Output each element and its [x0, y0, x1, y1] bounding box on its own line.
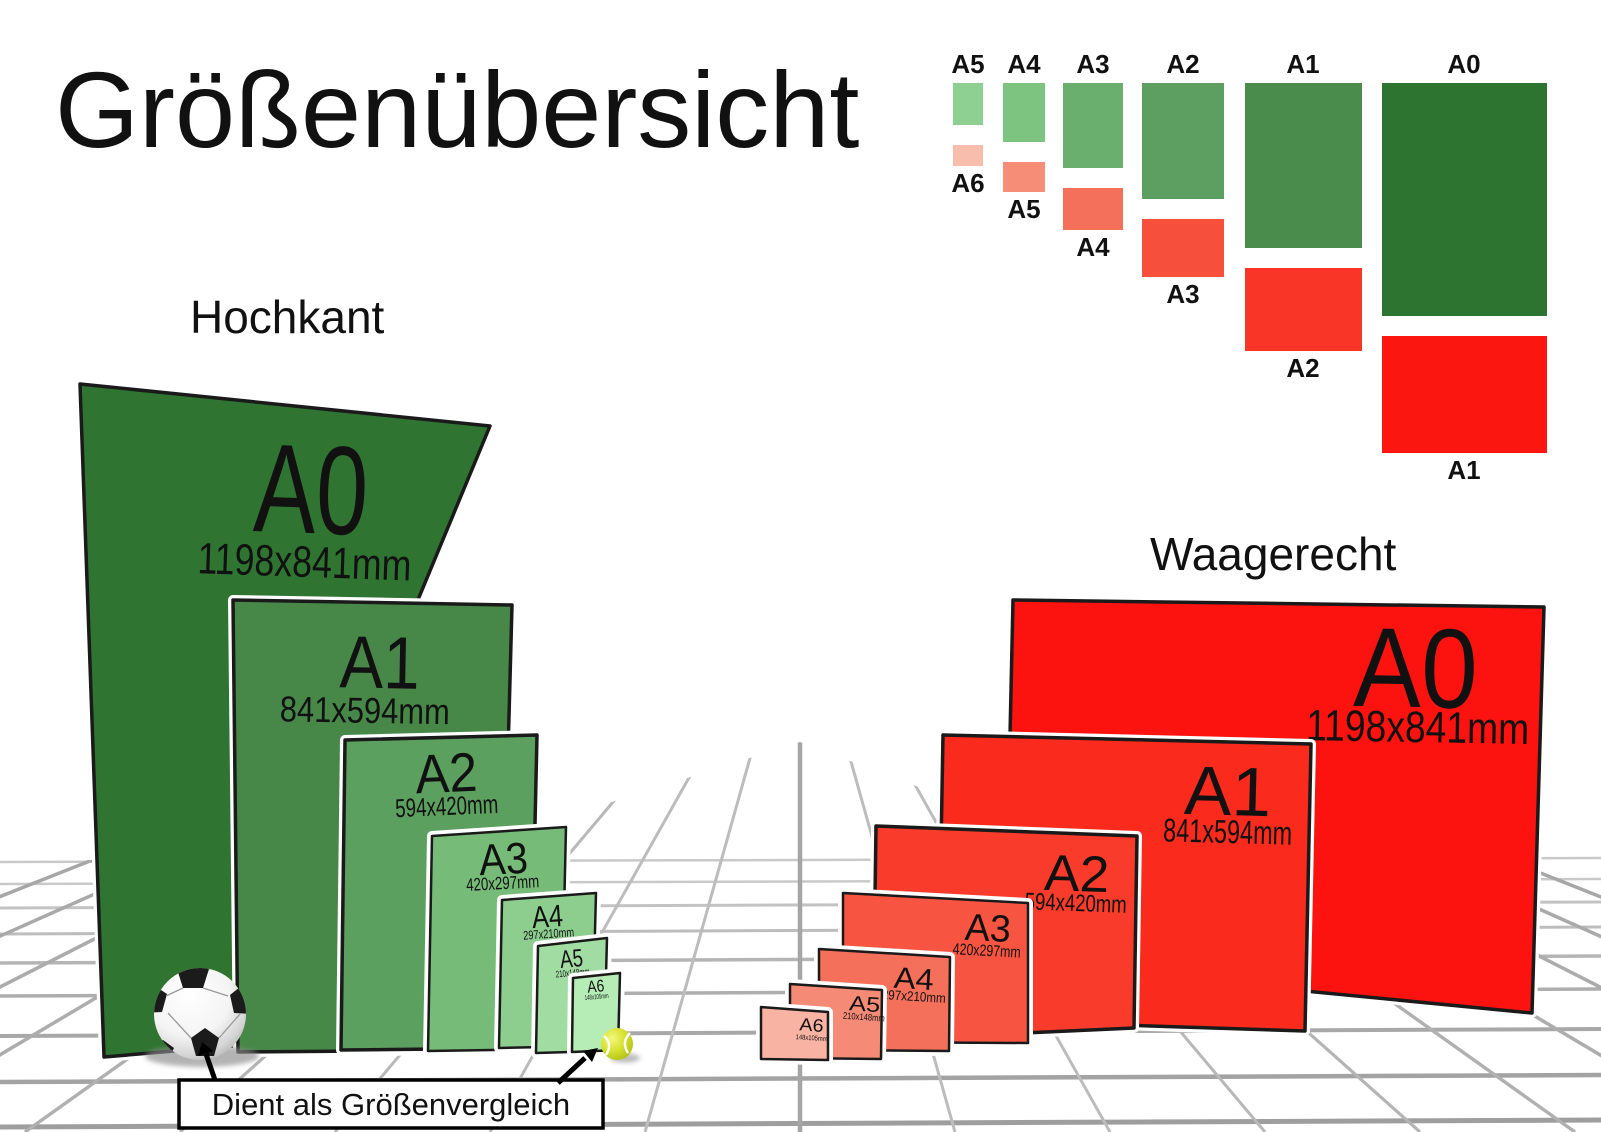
sheet-size-label: A6 [586, 976, 605, 996]
sheet-dimensions-label: 1198x841mm [197, 534, 413, 590]
sheet-size-label: A2 [1043, 844, 1110, 903]
sheet-landscape-a6: A6 148x105mm [756, 1002, 833, 1065]
sheet-dimensions-label: 1198x841mm [1306, 701, 1530, 754]
sheet-dimensions-label: 148x105mm [795, 1034, 828, 1043]
sheet-size-label: A5 [559, 944, 584, 974]
sheet-dimensions-label: 420x297mm [952, 941, 1021, 962]
sheet-size-label: A1 [339, 620, 420, 704]
sheet-dimensions-label: 420x297mm [466, 871, 540, 895]
legend-size-label-top: A2 [1166, 49, 1199, 79]
legend-size-label-bottom: A6 [951, 168, 984, 198]
arrow-to-soccer-ball [198, 1042, 218, 1081]
legend-column: A1 A2 [1245, 49, 1362, 383]
legend-size-label-bottom: A5 [1007, 194, 1040, 224]
sheet-size-label: A3 [478, 834, 529, 885]
legend-size-label-bottom: A4 [1076, 232, 1110, 262]
sheet-dimensions-label: 594x420mm [1024, 888, 1127, 919]
legend-portrait-swatch [1142, 83, 1224, 199]
landscape-sheet-stack: A0 1198x841mm A1 841x594mm A2 594x420mm [756, 595, 1549, 1065]
sheet-dimensions-label: 210x148mm [842, 1011, 885, 1025]
caption-box: Dient als Größenvergleich [177, 1078, 605, 1130]
legend: A5 A6 A4 A5 A3 A4 A2 A3 A1 [951, 49, 1547, 485]
legend-portrait-swatch [1382, 83, 1547, 316]
legend-size-label-top: A5 [951, 49, 984, 79]
sheet-size-label: A6 [799, 1014, 824, 1036]
legend-portrait-swatch [1245, 83, 1362, 248]
legend-portrait-swatch [1063, 83, 1123, 168]
sheet-size-label: A0 [252, 417, 371, 562]
legend-column: A2 A3 [1142, 49, 1224, 309]
sheet-size-label: A4 [893, 962, 935, 997]
sheet-dimensions-label: 297x210mm [881, 987, 946, 1006]
sheet-size-label: A3 [964, 907, 1012, 951]
sheet-size-label: A4 [531, 898, 564, 935]
sheet-dimensions-label: 594x420mm [395, 789, 499, 823]
legend-size-label-top: A3 [1076, 49, 1109, 79]
legend-portrait-swatch [1003, 83, 1045, 142]
tennis-ball [601, 1028, 633, 1060]
legend-column: A3 A4 [1063, 49, 1123, 262]
legend-size-label-bottom: A1 [1447, 455, 1480, 485]
legend-landscape-swatch [1142, 219, 1224, 277]
legend-portrait-swatch [953, 83, 983, 125]
sheet-size-label: A0 [1353, 604, 1479, 732]
legend-landscape-swatch [1063, 188, 1123, 230]
sheet-size-label: A5 [848, 992, 881, 1017]
sheet-size-label: A1 [1183, 752, 1272, 831]
sheet-dimensions-label: 841x594mm [1163, 811, 1293, 851]
legend-landscape-swatch [1245, 268, 1362, 351]
page-title: Größenübersicht [55, 49, 859, 170]
legend-landscape-swatch [953, 145, 983, 166]
portrait-section-label: Hochkant [190, 291, 385, 343]
legend-size-label-top: A0 [1447, 49, 1480, 79]
legend-size-label-bottom: A3 [1166, 279, 1199, 309]
legend-column: A5 A6 [951, 49, 984, 198]
sheet-portrait-a6: A6 148x105mm [567, 968, 625, 1057]
legend-landscape-swatch [1003, 162, 1045, 192]
legend-size-label-top: A1 [1286, 49, 1319, 79]
caption-label: Dient als Größenvergleich [212, 1087, 570, 1122]
legend-size-label-bottom: A2 [1286, 353, 1319, 383]
sheet-size-label: A2 [414, 741, 479, 806]
portrait-sheet-stack: A0 1198x841mm A1 841x594mm A2 594x420mm [75, 379, 625, 1062]
landscape-section-label: Waagerecht [1150, 528, 1397, 580]
legend-column: A4 A5 [1003, 49, 1045, 224]
legend-column: A0 A1 [1382, 49, 1547, 485]
sheet-dimensions-label: 148x105mm [584, 993, 609, 1002]
sheet-dimensions-label: 841x594mm [279, 688, 450, 732]
legend-landscape-swatch [1382, 336, 1547, 453]
arrow-to-tennis-ball [556, 1048, 598, 1085]
legend-size-label-top: A4 [1007, 49, 1041, 79]
